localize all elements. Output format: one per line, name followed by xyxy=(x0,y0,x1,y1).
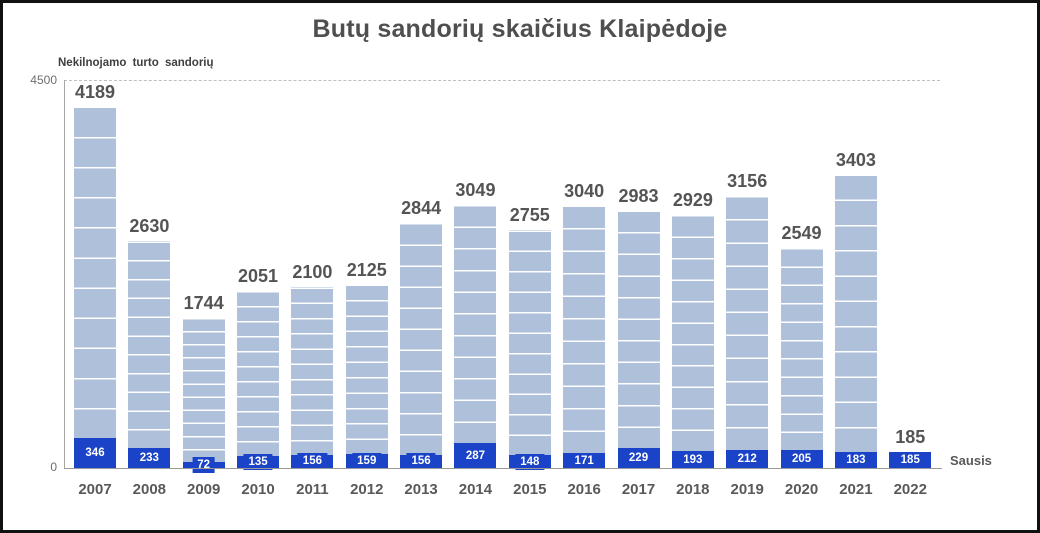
y-tick-0: 0 xyxy=(50,460,57,474)
year-label: 2016 xyxy=(567,481,601,498)
gridline-4500 xyxy=(64,80,940,81)
annual-total-label: 3156 xyxy=(727,170,768,191)
annual-bar xyxy=(834,174,877,453)
year-label: 2007 xyxy=(78,481,112,498)
annual-total-label: 185 xyxy=(895,427,926,448)
annual-bar xyxy=(454,205,497,444)
january-value-label: 148 xyxy=(515,453,545,470)
year-label: 2017 xyxy=(621,481,656,498)
annual-total-label: 3049 xyxy=(455,180,496,201)
january-value-label: 72 xyxy=(192,456,216,473)
year-label: 2012 xyxy=(350,481,384,498)
annual-total-label: 2844 xyxy=(401,197,442,218)
annual-total-label: 3040 xyxy=(564,180,605,201)
year-label: 2008 xyxy=(132,481,167,498)
annual-total-label: 2549 xyxy=(781,223,822,244)
x-axis-line xyxy=(64,468,942,469)
year-label: 2021 xyxy=(839,481,873,498)
bar-chart: Butų sandorių skaičius Klaipėdoje Nekiln… xyxy=(3,3,1037,530)
annual-total-label: 1744 xyxy=(183,292,224,313)
annual-bar xyxy=(617,210,660,449)
year-label: 2013 xyxy=(404,481,438,498)
january-series-label: Sausis xyxy=(950,453,992,468)
annual-bar xyxy=(182,317,225,462)
january-value-label: 193 xyxy=(678,451,708,468)
annual-bar xyxy=(726,195,769,450)
annual-total-label: 2051 xyxy=(238,266,279,287)
annual-bar xyxy=(237,291,280,457)
annual-bar xyxy=(563,205,606,454)
january-value-label: 205 xyxy=(786,451,817,468)
annual-total-label: 2125 xyxy=(346,259,387,280)
annual-bar xyxy=(400,222,443,455)
annual-bar xyxy=(780,248,823,451)
annual-total-label: 2983 xyxy=(618,185,659,206)
year-label: 2015 xyxy=(513,481,547,498)
january-value-label: 135 xyxy=(243,454,273,471)
january-value-label: 212 xyxy=(732,450,762,467)
annual-total-label: 4189 xyxy=(74,81,116,102)
year-label: 2011 xyxy=(296,481,329,498)
chart-title: Butų sandorių skaičius Klaipėdoje xyxy=(312,15,728,43)
annual-total-label: 3403 xyxy=(835,149,876,170)
january-value-label: 233 xyxy=(134,449,164,466)
january-value-label: 346 xyxy=(80,445,110,462)
year-label: 2009 xyxy=(187,481,221,498)
annual-bar xyxy=(291,286,334,455)
y-tick-4500: 4500 xyxy=(30,73,57,87)
january-value-label: 171 xyxy=(569,452,599,469)
annual-total-label: 2630 xyxy=(129,216,170,237)
annual-total-label: 2755 xyxy=(509,205,550,226)
year-label: 2018 xyxy=(676,481,710,498)
y-axis-title: Nekilnojamo turto sandorių xyxy=(58,57,214,69)
january-value-label: 183 xyxy=(841,452,871,469)
year-label: 2020 xyxy=(784,481,819,498)
january-value-label: 185 xyxy=(895,452,925,469)
annual-bar xyxy=(671,215,714,452)
january-value-label: 156 xyxy=(406,453,436,470)
annual-bar xyxy=(345,284,388,455)
year-label: 2019 xyxy=(730,481,764,498)
annual-bar xyxy=(128,241,171,448)
annual-total-label: 2100 xyxy=(292,261,333,282)
january-value-label: 229 xyxy=(623,450,654,467)
year-label: 2010 xyxy=(241,481,275,498)
annual-total-label: 2929 xyxy=(672,190,713,211)
january-value-label: 287 xyxy=(460,447,491,464)
plot-area: 4189 346 2007 2630 233 2008 1744 72 2009 2051 135 2… xyxy=(3,3,1037,530)
january-value-label: 156 xyxy=(297,453,327,470)
year-label: 2022 xyxy=(893,481,927,498)
y-axis-line xyxy=(64,80,65,468)
annual-bar xyxy=(508,230,551,456)
year-label: 2014 xyxy=(458,481,493,498)
annual-bar xyxy=(74,106,116,439)
january-value-label: 159 xyxy=(352,453,382,470)
